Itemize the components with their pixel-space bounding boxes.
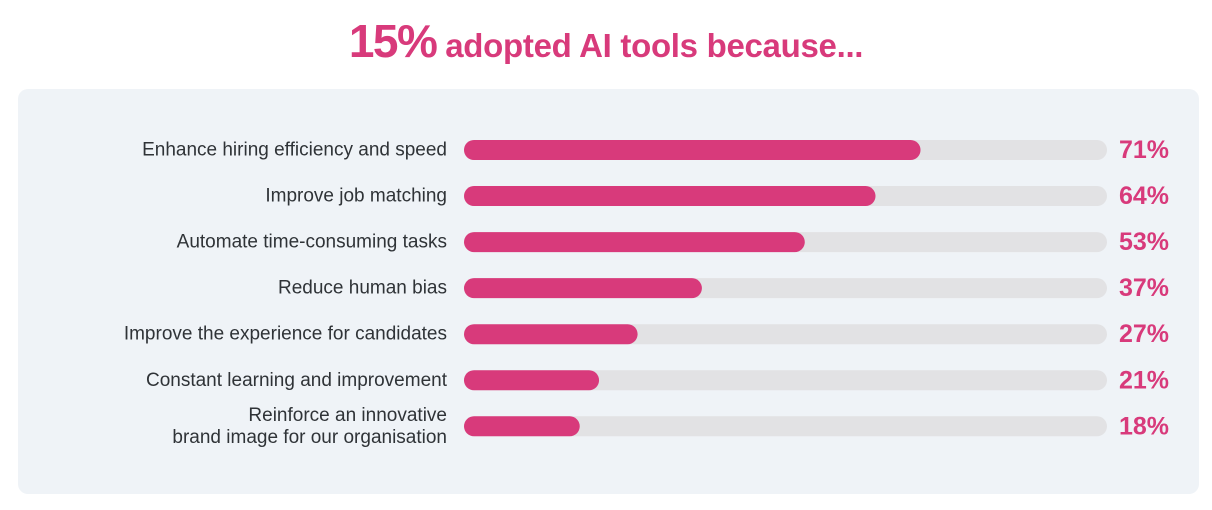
bar-track	[464, 416, 1107, 437]
value-label: 27%	[1119, 320, 1169, 348]
bar-row: Constant learning and improvement 21%	[146, 366, 1169, 394]
value-label: 64%	[1119, 182, 1169, 210]
bar-row: Improve job matching 64%	[265, 182, 1169, 210]
bar	[464, 370, 600, 391]
category-label: Reinforce an innovative	[248, 405, 447, 426]
bar	[464, 140, 921, 160]
title-text: adopted AI tools because...	[436, 27, 864, 64]
category-label: Improve the experience for candidates	[124, 324, 447, 345]
bar	[464, 232, 805, 253]
category-label: Reduce human bias	[278, 278, 447, 299]
title-highlight: 15%	[348, 15, 438, 67]
category-label: Improve job matching	[265, 186, 447, 207]
category-label: Enhance hiring efficiency and speed	[142, 140, 447, 161]
chart-title: 15% adopted AI tools because...	[0, 14, 1212, 68]
category-label: Automate time-consuming tasks	[177, 232, 447, 253]
bar-row: Automate time-consuming tasks 53%	[177, 228, 1169, 256]
value-label: 53%	[1119, 228, 1169, 256]
bar-track	[464, 370, 1107, 391]
bar-row: Reduce human bias 37%	[278, 274, 1169, 302]
bar	[464, 324, 638, 345]
bar-row: Improve the experience for candidates 27%	[124, 320, 1169, 348]
category-label: brand image for our organisation	[172, 427, 447, 448]
bar	[464, 186, 876, 207]
value-label: 37%	[1119, 274, 1169, 302]
value-label: 71%	[1119, 136, 1169, 164]
bar	[464, 278, 702, 299]
value-label: 21%	[1119, 366, 1169, 394]
bar	[464, 416, 580, 437]
bar-row: Enhance hiring efficiency and speed 71%	[142, 136, 1169, 164]
value-label: 18%	[1119, 412, 1169, 440]
category-label: Constant learning and improvement	[146, 370, 448, 391]
